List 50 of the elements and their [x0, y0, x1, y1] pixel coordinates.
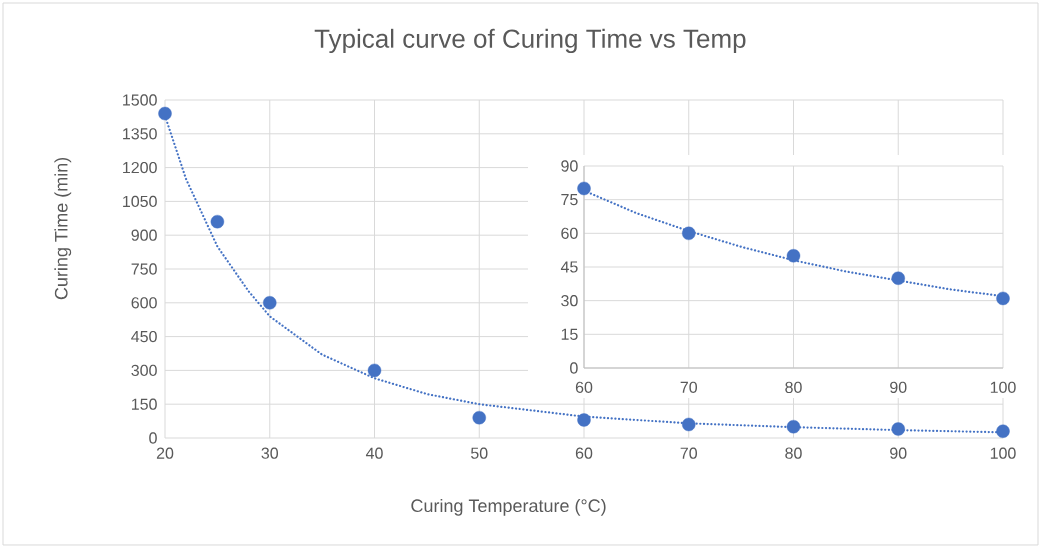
x-tick-label: 30 [261, 447, 279, 459]
y-tick-label: 90 [561, 160, 578, 172]
x-tick-label: 90 [890, 447, 907, 459]
point [786, 249, 801, 263]
point [577, 413, 591, 427]
y-tick-label: 450 [131, 330, 157, 343]
y-tick-label: 150 [132, 398, 157, 410]
x-tick-label: 70 [680, 381, 698, 393]
x-tick-label: 70 [680, 447, 698, 459]
x-tick-label: 100 [990, 447, 1016, 459]
point [367, 363, 382, 378]
x-tick-label: 80 [785, 447, 802, 459]
x-tick-label: 100 [990, 381, 1016, 393]
point [996, 291, 1010, 306]
x-tick-label: 40 [365, 447, 383, 459]
y-tick-label: 300 [131, 364, 157, 377]
x-tick-label: 90 [890, 381, 907, 393]
x-tick-label: 80 [785, 381, 802, 393]
chart-title: Typical curve of Curing Time vs Temp [314, 28, 746, 54]
point [210, 214, 225, 229]
point [158, 106, 172, 121]
point [682, 417, 696, 432]
x-tick-label: 60 [575, 447, 593, 459]
point [786, 420, 801, 434]
y-tick-label: 0 [570, 362, 578, 374]
y-tick-label: 1350 [123, 128, 157, 140]
y-axis-title: Curing Time (min) [54, 157, 72, 300]
y-tick-label: 45 [560, 261, 578, 273]
y-tick-label: 1500 [123, 94, 157, 106]
y-tick-label: 15 [561, 328, 578, 340]
y-tick-label: 1050 [123, 195, 157, 208]
point [472, 411, 486, 425]
y-tick-label: 1200 [123, 161, 157, 174]
point [891, 422, 905, 436]
x-tick-label: 50 [471, 447, 488, 459]
point [996, 424, 1010, 438]
point [891, 271, 905, 285]
point [577, 181, 591, 196]
y-tick-label: 75 [561, 194, 578, 206]
point [263, 296, 277, 310]
y-tick-label: 600 [131, 297, 157, 309]
x-axis-title: Curing Temperature (°C) [411, 498, 606, 516]
y-tick-label: 0 [149, 432, 157, 444]
y-tick-label: 30 [561, 295, 578, 307]
point [682, 226, 696, 241]
x-tick-label: 20 [156, 447, 174, 459]
y-tick-label: 60 [561, 227, 578, 239]
y-tick-label: 750 [131, 263, 157, 275]
y-tick-label: 900 [131, 229, 157, 241]
x-tick-label: 60 [575, 381, 593, 393]
